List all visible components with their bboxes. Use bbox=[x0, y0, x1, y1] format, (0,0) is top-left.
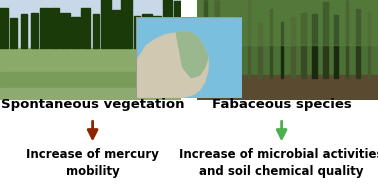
Bar bbox=[281, 22, 283, 78]
Bar bbox=[0, 72, 181, 100]
Bar bbox=[0, 8, 8, 48]
Bar bbox=[197, 0, 378, 45]
Bar bbox=[226, 20, 229, 78]
Bar bbox=[142, 14, 152, 48]
Bar bbox=[71, 17, 80, 48]
Text: Spontaneous vegetation: Spontaneous vegetation bbox=[1, 98, 184, 111]
Bar bbox=[291, 17, 294, 78]
Bar bbox=[10, 18, 17, 48]
Bar bbox=[40, 8, 49, 48]
Polygon shape bbox=[176, 31, 208, 78]
Bar bbox=[121, 0, 132, 48]
Bar bbox=[50, 8, 59, 48]
Bar bbox=[153, 16, 161, 48]
Bar bbox=[0, 0, 181, 48]
Bar bbox=[313, 14, 316, 78]
Bar bbox=[248, 0, 250, 78]
Bar bbox=[335, 15, 338, 78]
Text: Increase of microbial activities
and soil chemical quality: Increase of microbial activities and soi… bbox=[179, 148, 378, 178]
Bar bbox=[31, 13, 38, 48]
Bar bbox=[346, 0, 348, 78]
Bar bbox=[301, 13, 306, 78]
Bar bbox=[174, 1, 181, 48]
Bar bbox=[367, 12, 370, 78]
Text: Fabaceous species: Fabaceous species bbox=[212, 98, 352, 111]
Bar bbox=[204, 0, 207, 78]
Bar bbox=[101, 0, 112, 48]
Bar bbox=[0, 88, 181, 100]
Bar bbox=[197, 75, 378, 100]
Bar bbox=[214, 0, 218, 78]
Bar bbox=[134, 16, 139, 48]
Bar bbox=[0, 48, 181, 100]
Bar bbox=[163, 0, 172, 48]
Bar bbox=[356, 9, 360, 78]
Bar bbox=[258, 23, 262, 78]
Bar bbox=[81, 8, 90, 48]
Bar bbox=[21, 14, 27, 48]
Polygon shape bbox=[136, 31, 208, 98]
Bar bbox=[270, 9, 272, 78]
Bar bbox=[323, 2, 328, 78]
Bar bbox=[60, 13, 70, 48]
Text: Increase of mercury
mobility: Increase of mercury mobility bbox=[26, 148, 159, 178]
Bar bbox=[237, 16, 240, 78]
Bar bbox=[93, 14, 99, 48]
Bar bbox=[112, 10, 121, 48]
